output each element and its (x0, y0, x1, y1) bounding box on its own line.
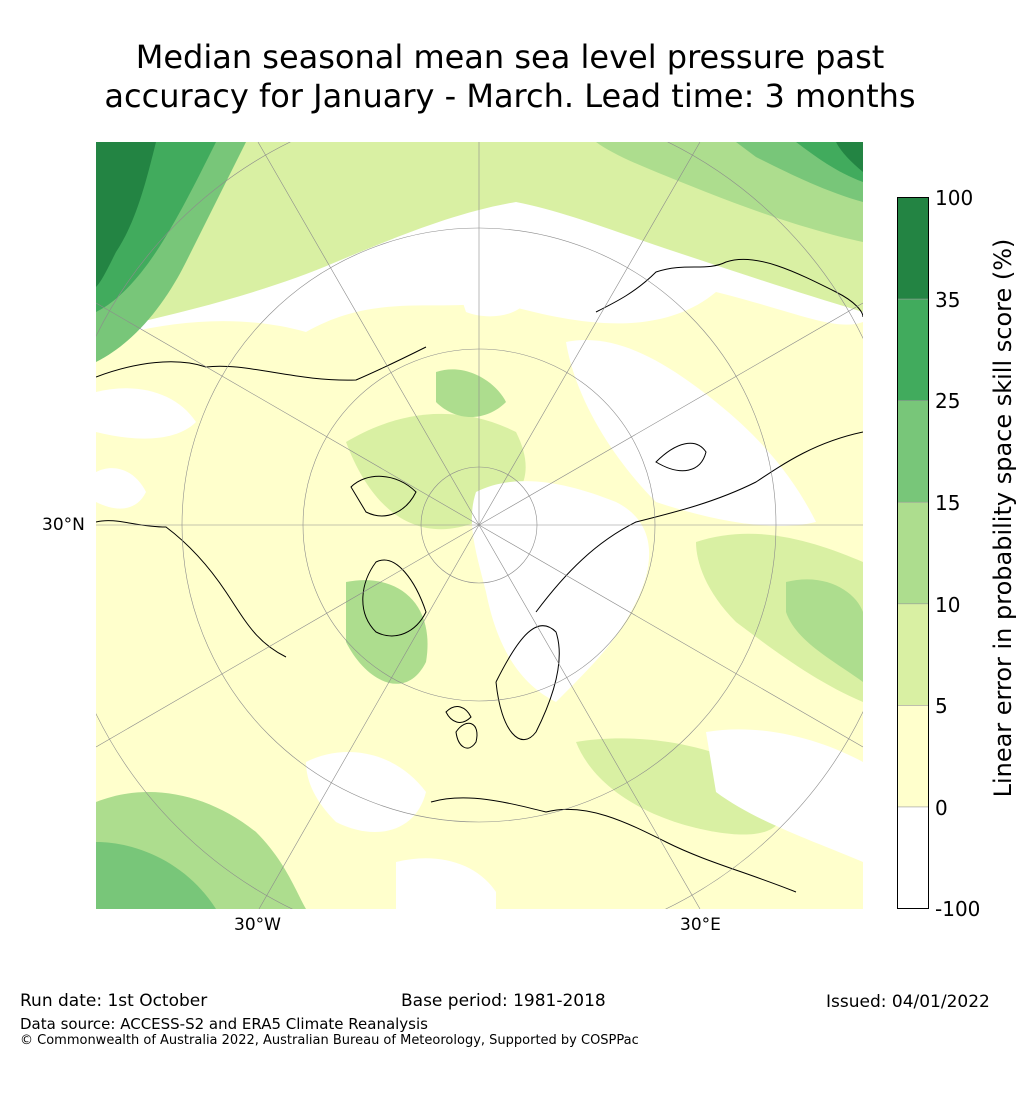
coast-mediterranean (430, 797, 797, 893)
colorbar-bin-25-35 (897, 299, 929, 401)
colorbar-title: Linear error in probability space skill … (989, 238, 1017, 798)
meridian-150w (257, 142, 480, 526)
meridian-30e (478, 524, 701, 909)
skill-score-map (96, 142, 863, 909)
issued-date: Issued: 04/01/2022 (826, 992, 990, 1012)
field-asia (696, 533, 863, 702)
patch-pacific-east (96, 468, 146, 509)
copyright: © Commonwealth of Australia 2022, Austra… (20, 1033, 639, 1048)
zone-35-100-nw (96, 142, 156, 287)
colorbar-tick-100: 100 (935, 186, 974, 210)
map-canvas (96, 142, 863, 909)
field-atlantic (96, 472, 596, 909)
field-15-25-sw (96, 842, 216, 909)
meridian-150e (478, 142, 701, 526)
colorbar-frame (897, 197, 929, 909)
coast-arctic-islands (350, 475, 417, 517)
coast-siberia (535, 431, 863, 613)
patch-siberia (566, 340, 816, 526)
coast-iceland (445, 706, 472, 723)
field-greenland (346, 580, 428, 684)
colorbar-bin-10-15 (897, 502, 929, 604)
patch-mid-atlantic (306, 752, 426, 832)
data-source: Data source: ACCESS-S2 and ERA5 Climate … (20, 1015, 428, 1033)
colorbar-bin--100-0 (897, 806, 929, 909)
high-skill-zones (96, 142, 863, 362)
label-lon-30w: 30°W (234, 915, 281, 935)
colorbar-tick-0: 0 (935, 796, 948, 820)
meridian-120w (96, 302, 480, 526)
meridian-60w (96, 524, 480, 748)
field-asia-east (786, 579, 863, 682)
meridian-120e (478, 302, 863, 526)
graticule (96, 142, 863, 909)
field-arctic-core (436, 369, 506, 417)
colorbar-tick-15: 15 (935, 491, 961, 515)
coast-east-siberia (595, 258, 863, 318)
label-lon-30e: 30°E (680, 915, 721, 935)
colorbar-bin-35-100 (897, 197, 929, 300)
coast-scandinavia (495, 625, 560, 741)
colorbar-tick-5: 5 (935, 694, 948, 718)
title-line-1: Median seasonal mean sea level pressure … (135, 38, 885, 76)
field-alaska (210, 342, 346, 422)
patch-sahara (396, 858, 496, 909)
field-5-10-north (96, 142, 863, 332)
colorbar-bin-5-10 (897, 603, 929, 706)
colorbar (897, 197, 929, 909)
base-period: Base period: 1981-2018 (401, 991, 606, 1011)
low-skill-patches (96, 278, 863, 909)
label-lat-30n: 30°N (42, 515, 85, 535)
coast-greenland (362, 559, 427, 637)
chart-title: Median seasonal mean sea level pressure … (0, 38, 1020, 116)
coast-novaya-zemlya (655, 442, 707, 472)
colorbar-bin-0-5 (897, 705, 929, 807)
colorbar-tick-minus-100: -100 (935, 897, 981, 921)
patch-middle-east (706, 729, 863, 862)
colorbar-tick-10: 10 (935, 593, 961, 617)
colorbar-tick-25: 25 (935, 389, 961, 413)
zone-35-100-ne (836, 142, 863, 172)
patch-pacific-north (96, 388, 196, 439)
colorbar-bin-15-25 (897, 400, 929, 503)
patch-beaufort (456, 278, 526, 317)
coast-britain (455, 722, 478, 749)
meridian-60e (478, 524, 863, 748)
run-date: Run date: 1st October (20, 991, 208, 1011)
title-line-2: accuracy for January - March. Lead time:… (104, 77, 916, 115)
coast-north-america-west (96, 520, 287, 658)
meridian-30w (258, 524, 480, 909)
colorbar-tick-35: 35 (935, 288, 961, 312)
